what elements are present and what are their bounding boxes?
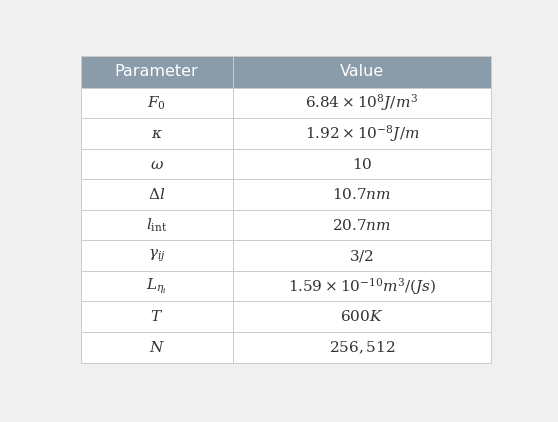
Bar bbox=[233, 56, 492, 88]
Bar bbox=[233, 149, 492, 179]
Text: $6.84 \times 10^{8}J/m^3$: $6.84 \times 10^{8}J/m^3$ bbox=[305, 92, 418, 114]
Bar bbox=[233, 179, 492, 210]
Text: $N$: $N$ bbox=[148, 340, 165, 355]
Bar bbox=[233, 210, 492, 241]
Bar bbox=[80, 301, 233, 332]
Bar bbox=[80, 56, 233, 88]
Bar bbox=[80, 179, 233, 210]
Text: $1.59 \times 10^{-10}m^3/(Js)$: $1.59 \times 10^{-10}m^3/(Js)$ bbox=[288, 276, 436, 297]
Text: Value: Value bbox=[340, 64, 384, 79]
Bar bbox=[80, 149, 233, 179]
Bar bbox=[80, 241, 233, 271]
Bar bbox=[233, 301, 492, 332]
Text: $1.92 \times 10^{-8}J/m$: $1.92 \times 10^{-8}J/m$ bbox=[305, 123, 419, 144]
Text: $L_{\eta_i}$: $L_{\eta_i}$ bbox=[146, 276, 167, 296]
Bar bbox=[80, 88, 233, 118]
Bar bbox=[233, 332, 492, 362]
Text: $\Delta l$: $\Delta l$ bbox=[148, 187, 165, 202]
Text: Parameter: Parameter bbox=[115, 64, 199, 79]
Bar bbox=[233, 88, 492, 118]
Text: $F_0$: $F_0$ bbox=[147, 94, 166, 112]
Bar bbox=[233, 241, 492, 271]
Text: $600K$: $600K$ bbox=[340, 309, 383, 324]
Text: $T$: $T$ bbox=[150, 309, 163, 324]
Text: $256, 512$: $256, 512$ bbox=[329, 339, 395, 355]
Bar bbox=[80, 118, 233, 149]
Text: $20.7nm$: $20.7nm$ bbox=[333, 218, 392, 233]
Text: $3/2$: $3/2$ bbox=[349, 248, 374, 264]
Bar bbox=[80, 332, 233, 362]
Bar bbox=[233, 271, 492, 301]
Bar bbox=[233, 118, 492, 149]
Bar bbox=[80, 271, 233, 301]
Text: $\kappa$: $\kappa$ bbox=[151, 126, 162, 141]
Bar bbox=[80, 210, 233, 241]
Text: $\gamma_{ij}$: $\gamma_{ij}$ bbox=[148, 248, 165, 264]
Text: $10$: $10$ bbox=[352, 157, 372, 172]
Text: $\omega$: $\omega$ bbox=[150, 157, 163, 172]
Text: $l_{\mathrm{int}}$: $l_{\mathrm{int}}$ bbox=[146, 216, 167, 234]
Text: $10.7nm$: $10.7nm$ bbox=[333, 187, 392, 202]
